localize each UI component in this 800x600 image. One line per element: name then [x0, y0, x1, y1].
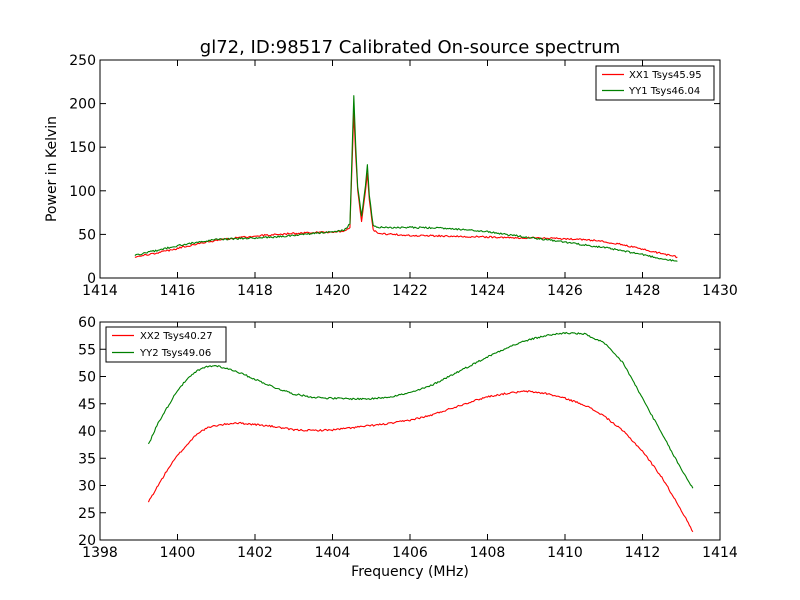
bottom-xtick-label: 1402 — [237, 545, 273, 561]
top-xtick-label: 1418 — [237, 283, 273, 299]
bottom-ytick-label: 30 — [78, 479, 96, 495]
top-ytick-label: 150 — [69, 140, 96, 156]
top-legend: XX1 Tsys45.95 YY1 Tsys46.04 — [595, 65, 715, 101]
bottom-series-yy-line — [147, 331, 694, 489]
bottom-spectrum-panel: 1398 1400 1402 1404 1406 1408 1410 1412 1414 20 25… — [78, 315, 738, 580]
top-series-layer — [134, 95, 678, 262]
top-xtick-label: 1428 — [625, 283, 661, 299]
bottom-xtick-label: 1398 — [82, 545, 118, 561]
top-xtick-label: 1426 — [547, 283, 583, 299]
top-xtick-label: 1420 — [315, 283, 351, 299]
bottom-ytick-label: 25 — [78, 506, 96, 522]
bottom-ytick-label: 45 — [78, 397, 96, 413]
top-ytick-label: 50 — [78, 227, 96, 243]
bottom-xtick-label: 1412 — [625, 545, 661, 561]
legend-label-yy2: YY2 Tsys49.06 — [139, 348, 211, 359]
bottom-xtick-label: 1400 — [160, 545, 196, 561]
bottom-xtick-label: 1404 — [315, 545, 351, 561]
top-ytick-label: 0 — [87, 271, 96, 287]
bottom-series-layer — [147, 331, 694, 533]
top-xtick-label: 1422 — [392, 283, 428, 299]
bottom-xtick-label: 1410 — [547, 545, 583, 561]
top-xtick-label: 1430 — [702, 283, 738, 299]
bottom-xtick-label: 1414 — [702, 545, 738, 561]
bottom-legend-box — [105, 326, 227, 363]
top-xtick-label: 1416 — [160, 283, 196, 299]
top-ylabel: Power in Kelvin — [44, 116, 60, 222]
bottom-ticks: 1398 1400 1402 1404 1406 1408 1410 1412 1414 20 25… — [78, 315, 738, 561]
top-ticks: 1414 1416 1418 1420 1422 1424 1426 1428 1430 0 50 1… — [69, 53, 738, 299]
bottom-ytick-label: 35 — [78, 451, 96, 467]
top-ytick-label: 100 — [69, 184, 96, 200]
top-xtick-label: 1414 — [82, 283, 118, 299]
legend-label-xx1: XX1 Tsys45.95 — [629, 70, 702, 81]
bottom-xtick-label: 1408 — [470, 545, 506, 561]
top-spectrum-panel: 1414 1416 1418 1420 1422 1424 1426 1428 1430 0 50 1… — [44, 53, 738, 299]
bottom-ytick-label: 60 — [78, 315, 96, 331]
figure-title: gl72, ID:98517 Calibrated On-source spec… — [200, 37, 620, 58]
bottom-ytick-label: 50 — [78, 370, 96, 386]
bottom-ytick-label: 55 — [78, 342, 96, 358]
top-series-yy-line — [134, 95, 678, 262]
top-xtick-label: 1424 — [470, 283, 506, 299]
bottom-series-xx-line — [147, 390, 694, 533]
legend-label-xx2: XX2 Tsys40.27 — [140, 331, 213, 342]
bottom-ytick-label: 40 — [78, 424, 96, 440]
top-legend-box — [595, 65, 715, 101]
bottom-ytick-label: 20 — [78, 533, 96, 549]
top-ytick-label: 200 — [69, 97, 96, 113]
legend-label-yy1: YY1 Tsys46.04 — [628, 86, 700, 97]
top-ytick-label: 250 — [69, 53, 96, 69]
bottom-legend: XX2 Tsys40.27 YY2 Tsys49.06 — [105, 326, 227, 363]
bottom-xtick-label: 1406 — [392, 545, 428, 561]
bottom-xlabel: Frequency (MHz) — [351, 564, 469, 580]
